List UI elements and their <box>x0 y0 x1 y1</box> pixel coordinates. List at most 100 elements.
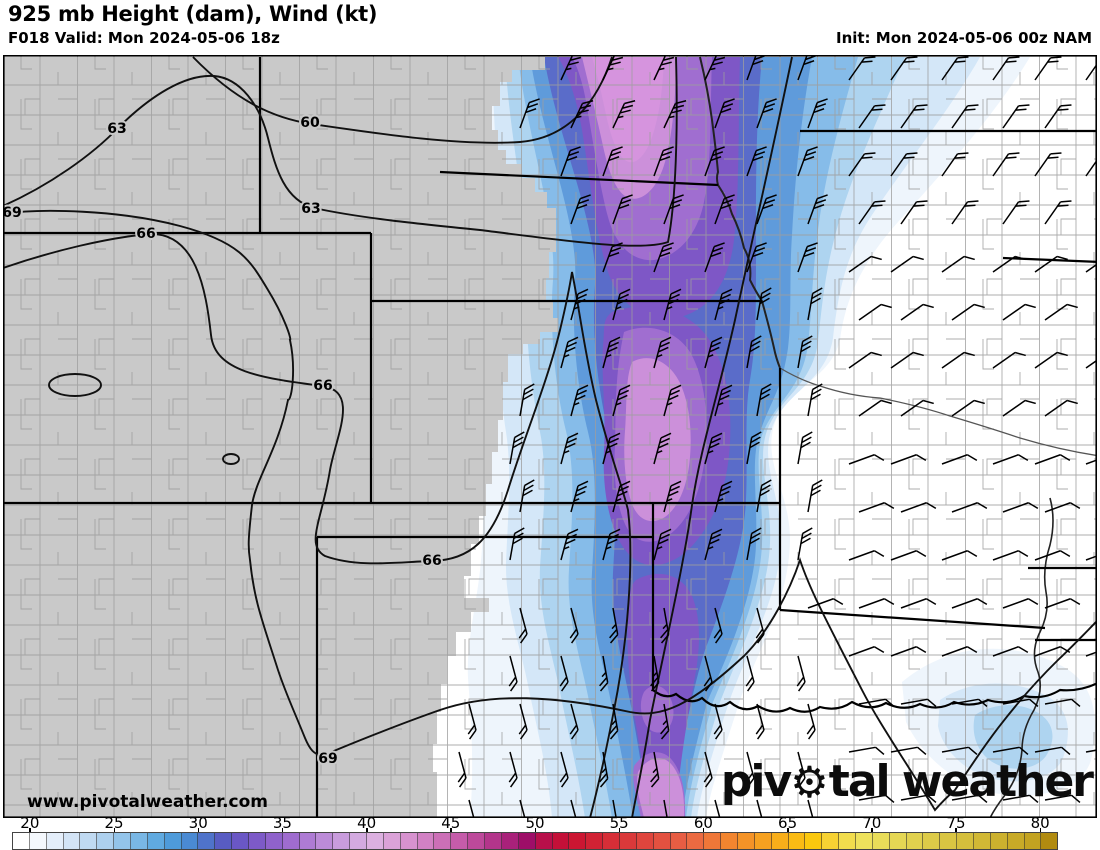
colorbar-swatch <box>872 833 890 849</box>
colorbar-tick <box>29 828 31 834</box>
wind-barb <box>746 431 762 465</box>
wind-barb <box>612 100 636 129</box>
wind-barb <box>1034 351 1068 369</box>
colorbar-tick-labels: 20 25 30 35 40 45 50 55 60 65 70 75 80 <box>0 814 1100 834</box>
wind-barb <box>1034 56 1062 81</box>
colorbar-swatch <box>181 833 199 849</box>
wind-barb <box>714 194 735 225</box>
wind-barb <box>602 146 623 177</box>
wind-barb <box>890 646 927 657</box>
colorbar-tick <box>197 828 200 834</box>
colorbar-swatch <box>957 833 974 849</box>
colorbar-tick <box>702 828 705 834</box>
colorbar-swatch <box>771 833 789 849</box>
wind-barb <box>746 527 762 561</box>
colorbar-swatch <box>468 833 486 849</box>
wind-barb <box>797 146 818 177</box>
init-time-label: Init: Mon 2024-05-06 00z NAM <box>835 29 1092 47</box>
wind-barb <box>848 550 885 561</box>
wind-barb <box>756 194 777 225</box>
colorbar-swatch <box>282 833 300 849</box>
colorbar-swatch <box>1007 833 1025 849</box>
wind-barb <box>703 751 713 788</box>
wind-barb <box>602 336 621 369</box>
colorbar-tick-label: 70 <box>862 814 882 832</box>
wind-barb <box>1002 399 1036 417</box>
map-canvas: 60 63 63 66 66 66 69 69 <box>0 50 1100 836</box>
colorbar-swatch <box>249 833 266 849</box>
wind-barb <box>900 698 937 708</box>
colorbar-tick-label: 40 <box>357 814 377 832</box>
colorbar-swatch <box>316 833 334 849</box>
wind-barb <box>807 98 828 129</box>
wind-barb <box>951 698 988 708</box>
wind-barb <box>612 288 631 321</box>
wind-barb <box>653 146 674 177</box>
colorbar-swatch <box>299 833 317 849</box>
colorbar-swatch <box>13 833 30 849</box>
wind-barb <box>807 598 844 609</box>
wind-barb <box>848 152 876 177</box>
wind-barb <box>900 303 934 321</box>
wind-barb <box>756 287 772 321</box>
wind-barb <box>858 399 892 417</box>
colorbar-swatch <box>485 833 502 849</box>
colorbar-swatch <box>552 833 570 849</box>
page-title: 925 mb Height (dam), Wind (kt) <box>8 2 378 26</box>
wind-barb <box>756 383 772 417</box>
colorbar-swatch <box>501 833 519 849</box>
wind-barb <box>890 454 927 465</box>
county-lines <box>3 55 1097 818</box>
wind-barb <box>941 746 978 756</box>
wind-barb <box>467 703 477 740</box>
wind-barb <box>1034 152 1062 177</box>
colorbar-swatch <box>383 833 401 849</box>
colorbar-swatch <box>586 833 604 849</box>
wind-barb <box>951 502 988 513</box>
colorbar-swatch <box>80 833 98 849</box>
contour-label: 69 <box>3 205 22 221</box>
contour-label: 66 <box>313 378 332 394</box>
wind-barb <box>951 303 985 321</box>
colorbar-swatch <box>737 833 755 849</box>
colorbar-swatch <box>569 833 587 849</box>
contour-label: 69 <box>318 751 337 767</box>
wind-barb <box>807 383 823 417</box>
colorbar-tick <box>955 828 957 834</box>
colorbar-swatch <box>973 833 991 849</box>
colorbar-tick <box>281 828 284 834</box>
colorbar-swatch <box>754 833 772 849</box>
wind-barb <box>858 104 886 129</box>
colorbar-tick <box>534 828 536 834</box>
colorbar-tick-label: 55 <box>609 814 629 832</box>
wind-barb <box>519 98 540 129</box>
wind-barb <box>941 646 978 657</box>
colorbar-swatch <box>131 833 148 849</box>
wind-barb <box>1044 399 1078 417</box>
wind-barb <box>653 528 672 561</box>
wind-barb <box>1044 104 1072 129</box>
wind-barb <box>714 384 733 417</box>
colorbar-swatch <box>721 833 738 849</box>
wind-barb <box>848 746 885 756</box>
wind-barb <box>653 52 677 81</box>
wind-barb <box>796 751 806 788</box>
wind-barb <box>519 479 535 513</box>
wind-barb <box>951 598 988 609</box>
wind-barb <box>951 399 985 417</box>
wind-barb <box>848 646 885 657</box>
wind-barb <box>609 703 619 740</box>
valid-time-label: F018 Valid: Mon 2024-05-06 18z <box>8 29 280 47</box>
wind-barb <box>653 432 672 465</box>
colorbar-swatch <box>653 833 671 849</box>
colorbar-swatch <box>46 833 64 849</box>
contour-label: 63 <box>301 201 320 217</box>
wind-barb <box>704 336 723 369</box>
colorbar-swatch <box>147 833 165 849</box>
wind-barb <box>570 100 594 129</box>
wind-barb <box>746 146 767 177</box>
wind-barb <box>660 607 670 644</box>
contour-labels: 60 63 63 66 66 66 69 69 <box>0 113 443 769</box>
colorbar-swatch <box>350 833 368 849</box>
colorbar-swatch <box>855 833 873 849</box>
